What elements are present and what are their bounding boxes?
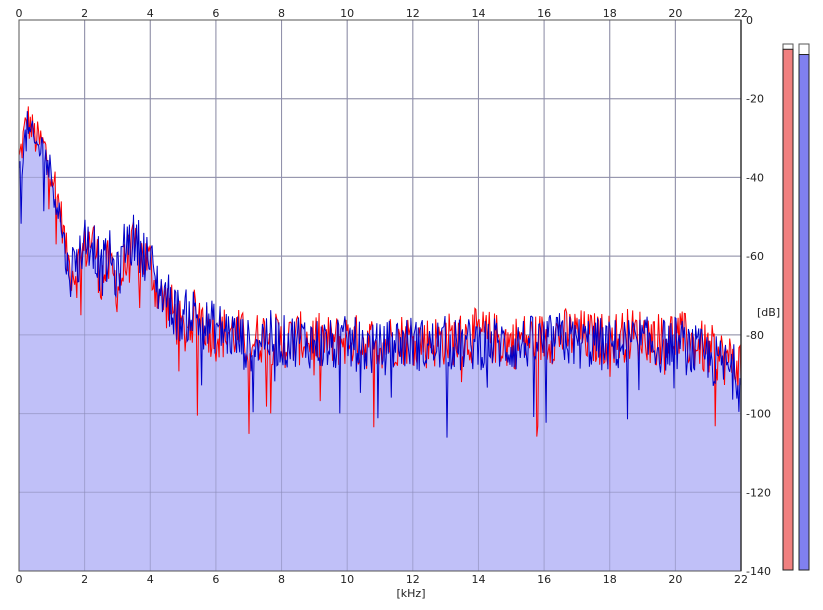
y-tick-label: -140 [746,565,771,578]
x-tick-label-top: 12 [406,7,420,20]
y-tick-label: 0 [746,14,753,27]
y-tick-label: -20 [746,93,764,106]
x-tick-label-top: 22 [734,7,748,20]
x-axis-label: [kHz] [397,587,426,600]
x-tick-label-bottom: 4 [147,573,154,586]
y-tick-label: -60 [746,250,764,263]
y-axis-label: [dB] [757,306,780,319]
series-line-red [18,106,742,437]
x-tick-label-bottom: 6 [212,573,219,586]
x-tick-label-bottom: 16 [537,573,551,586]
y-tick-label: -120 [746,486,771,499]
x-tick-label-bottom: 18 [603,573,617,586]
level-meter-bar [782,48,794,571]
y-tick-label: -80 [746,329,764,342]
x-tick-label-bottom: 14 [471,573,485,586]
x-tick-label-top: 18 [603,7,617,20]
x-tick-label-bottom: 12 [406,573,420,586]
area-fill [19,106,741,572]
x-tick-label-top: 10 [340,7,354,20]
x-tick-label-top: 16 [537,7,551,20]
x-tick-label-top: 8 [278,7,285,20]
y-tick-label: -40 [746,171,764,184]
x-tick-label-top: 14 [471,7,485,20]
x-tick-label-bottom: 2 [81,573,88,586]
x-tick-label-bottom: 10 [340,573,354,586]
series-line-blue [18,111,742,438]
y-tick-label: -100 [746,408,771,421]
x-tick-label-bottom: 8 [278,573,285,586]
tick-labels: 002244668810101212141416161818202022220-… [16,7,771,586]
x-tick-label-top: 0 [16,7,23,20]
plot-frame [18,19,742,572]
x-tick-label-bottom: 20 [668,573,682,586]
x-tick-label-top: 20 [668,7,682,20]
x-tick-label-bottom: 22 [734,573,748,586]
x-tick-label-top: 6 [212,7,219,20]
x-tick-label-top: 2 [81,7,88,20]
x-tick-label-bottom: 0 [16,573,23,586]
x-tick-label-top: 4 [147,7,154,20]
series-group [18,106,742,438]
level-meter-bar [798,54,810,571]
level-meters [782,43,810,571]
